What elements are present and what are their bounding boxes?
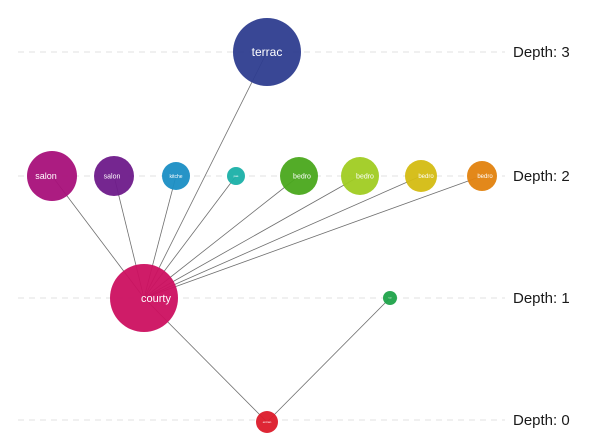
depth-labels: Depth: 3 Depth: 2 Depth: 1 Depth: 0 [513,44,570,429]
node-small-d1[interactable]: hall [383,291,397,305]
depth-label-d2: Depth: 2 [513,168,570,185]
depth-label-d3: Depth: 3 [513,44,570,61]
edge-small-d1-root [266,297,391,423]
node-bedroom-1[interactable]: bedro [280,157,318,195]
node-bedroom-3[interactable]: bedro [405,160,437,192]
node-circle-salon-2[interactable] [94,156,134,196]
node-circle-bedroom-2[interactable] [341,157,379,195]
node-salon-1[interactable]: salon [27,151,77,201]
node-label-salon-2: salon [104,173,121,180]
edge-courtyard-bedroom-2 [143,175,361,299]
edge-courtyard-terrace [143,51,268,299]
node-bedroom-4[interactable]: bedro [467,161,497,191]
node-circle-bedroom-3[interactable] [405,160,437,192]
edges [51,51,483,423]
node-circle-small-d2[interactable] [227,167,245,185]
node-small-d2[interactable]: pas [227,167,245,185]
node-circle-bedroom-1[interactable] [280,157,318,195]
node-circle-root[interactable] [256,411,278,433]
node-courtyard[interactable]: courty [110,264,178,332]
node-label-root: entran [263,420,272,424]
node-label-kitchen: kitche [169,174,182,180]
node-circle-bedroom-4[interactable] [467,161,497,191]
node-label-bedroom-3: bedro [418,174,434,180]
node-bedroom-2[interactable]: bedro [341,157,379,195]
node-label-terrace: terrac [252,45,283,59]
node-kitchen[interactable]: kitche [162,162,190,190]
depth-label-d1: Depth: 1 [513,290,570,307]
depth-label-d0: Depth: 0 [513,412,570,429]
node-label-bedroom-1: bedro [293,173,311,180]
node-label-small-d1: hall [388,298,392,300]
node-circle-small-d1[interactable] [383,291,397,305]
node-label-salon-1: salon [35,171,57,181]
nodes: terrac salon salon kitche pas bedro bedro bedro… [27,18,497,433]
node-circle-kitchen[interactable] [162,162,190,190]
node-label-courtyard: courty [141,293,171,305]
node-terrace[interactable]: terrac [233,18,301,86]
node-label-bedroom-4: bedro [477,174,493,180]
node-circle-terrace[interactable] [233,18,301,86]
node-circle-salon-1[interactable] [27,151,77,201]
node-label-small-d2: pas [234,174,239,178]
node-circle-courtyard[interactable] [110,264,178,332]
node-root[interactable]: entran [256,411,278,433]
node-salon-2[interactable]: salon [94,156,134,196]
depth-guides [18,51,505,421]
node-label-bedroom-2: bedro [356,173,374,180]
edge-courtyard-bedroom-3 [143,175,422,299]
edge-courtyard-bedroom-4 [143,175,483,299]
